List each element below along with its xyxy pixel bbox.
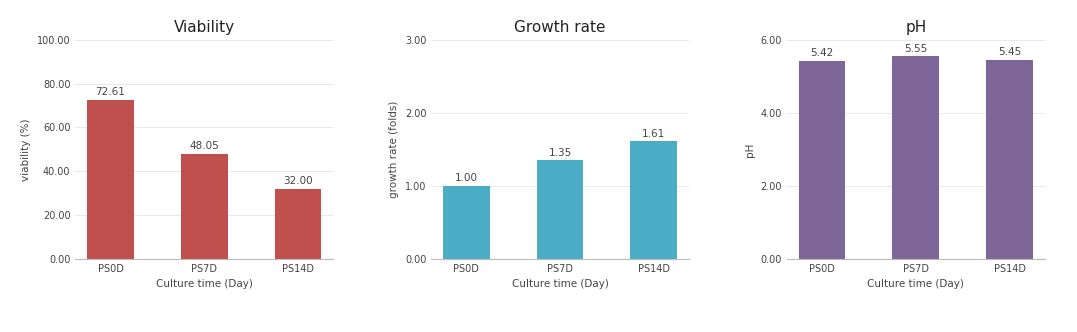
Text: 1.00: 1.00 xyxy=(454,173,478,183)
Title: pH: pH xyxy=(905,20,926,35)
Title: Growth rate: Growth rate xyxy=(515,20,605,35)
Title: Viability: Viability xyxy=(173,20,235,35)
Y-axis label: growth rate (folds): growth rate (folds) xyxy=(389,101,400,198)
Bar xyxy=(275,189,321,259)
Text: 72.61: 72.61 xyxy=(96,87,126,97)
Bar xyxy=(630,141,677,259)
Text: 1.35: 1.35 xyxy=(548,148,572,158)
Text: 48.05: 48.05 xyxy=(190,141,219,151)
Y-axis label: pH: pH xyxy=(745,142,755,157)
Bar xyxy=(443,186,490,259)
Bar xyxy=(799,61,845,259)
Text: 5.55: 5.55 xyxy=(905,43,927,54)
Text: 1.61: 1.61 xyxy=(642,129,666,139)
Y-axis label: viability (%): viability (%) xyxy=(22,118,31,181)
X-axis label: Culture time (Day): Culture time (Day) xyxy=(156,279,253,290)
X-axis label: Culture time (Day): Culture time (Day) xyxy=(867,279,964,290)
Text: 5.45: 5.45 xyxy=(998,47,1021,57)
X-axis label: Culture time (Day): Culture time (Day) xyxy=(512,279,609,290)
Bar xyxy=(181,154,227,259)
Bar xyxy=(87,100,134,259)
Text: 32.00: 32.00 xyxy=(283,176,312,186)
Text: 5.42: 5.42 xyxy=(810,48,834,58)
Bar xyxy=(536,160,584,259)
Bar xyxy=(893,56,939,259)
Bar xyxy=(987,60,1033,259)
